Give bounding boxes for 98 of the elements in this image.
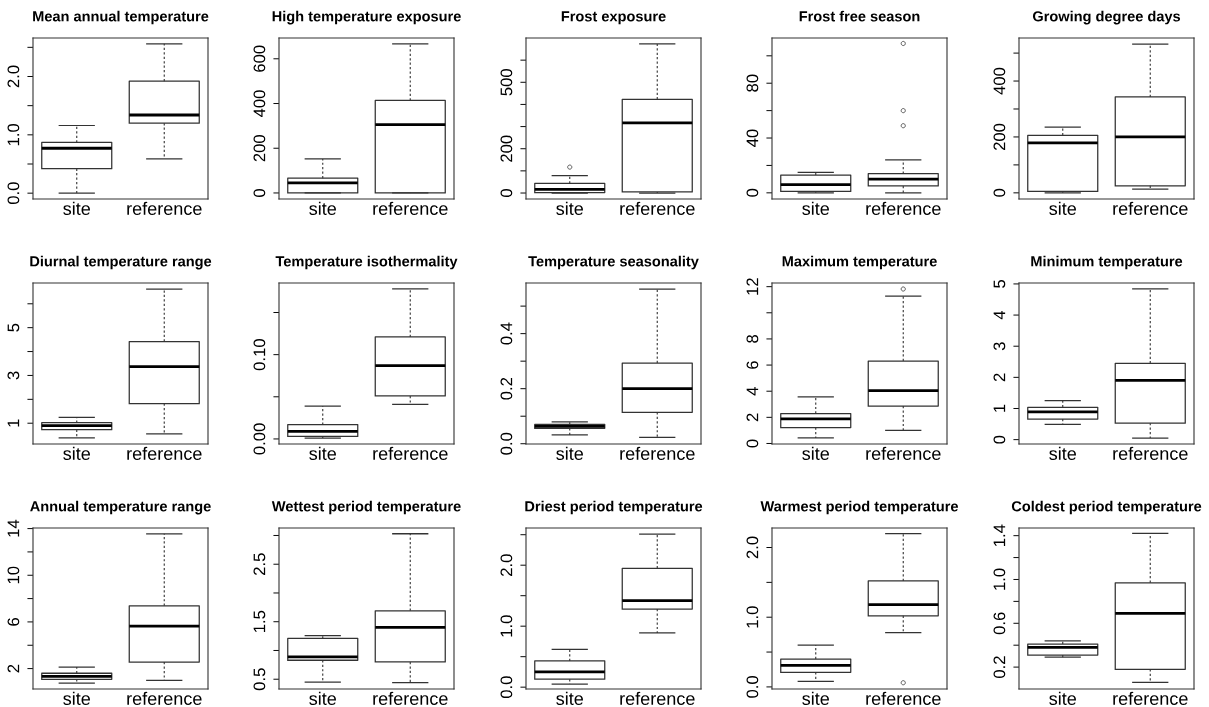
x-tick-label: site	[309, 691, 336, 706]
y-tick-label: 0.0	[746, 675, 759, 698]
y-tick-label: 2	[746, 413, 759, 422]
y-tick-label: 0.6	[993, 612, 1006, 635]
x-tick-label: reference	[127, 201, 202, 216]
y-tick-label: 1.0	[7, 123, 20, 146]
chart-title: Frost exposure	[561, 11, 666, 25]
y-tick-label: 0.2	[993, 656, 1006, 679]
x-tick-label: reference	[373, 201, 448, 216]
chart-title: Coldest period temperature	[1011, 500, 1202, 515]
y-tick-label: 0.0	[500, 676, 513, 699]
x-tick-label: site	[63, 446, 90, 461]
y-tick-label: 0.0	[7, 182, 20, 205]
chart-title: Maximum temperature	[782, 255, 937, 270]
y-tick-label: 5	[7, 323, 20, 332]
y-tick-label: 1	[7, 419, 20, 427]
y-tick-label: 0	[746, 188, 759, 197]
x-tick-label: reference	[620, 446, 695, 461]
y-tick-label: 1.5	[253, 610, 266, 633]
y-tick-label: 5	[993, 280, 1006, 288]
x-tick-label: site	[63, 201, 90, 216]
x-tick-label: site	[556, 446, 583, 461]
y-tick-label: 8	[746, 335, 759, 343]
chart-title: Driest period temperature	[525, 500, 703, 515]
y-tick-label: 0	[253, 188, 266, 197]
x-tick-label: reference	[127, 691, 202, 706]
chart-title: Minimum temperature	[1031, 255, 1183, 270]
y-tick-label: 0.00	[253, 423, 266, 455]
x-tick-label: reference	[127, 446, 202, 461]
x-tick-label: reference	[620, 691, 695, 706]
y-tick-label: 2	[993, 373, 1006, 382]
x-tick-label: reference	[373, 691, 448, 706]
y-tick-label: 2.0	[500, 554, 513, 576]
y-tick-label: 4	[746, 387, 759, 396]
y-tick-label: 40	[746, 129, 759, 147]
x-tick-label: site	[309, 201, 336, 216]
x-tick-label: reference	[1113, 201, 1188, 216]
chart-title: High temperature exposure	[272, 10, 461, 25]
chart-title: Annual temperature range	[30, 500, 211, 515]
x-tick-label: site	[309, 446, 336, 461]
x-tick-label: site	[1049, 691, 1076, 706]
y-tick-label: 400	[993, 67, 1006, 95]
x-tick-label: reference	[866, 201, 941, 216]
chart-title: Warmest period temperature	[760, 500, 959, 515]
y-tick-label: 2	[7, 664, 20, 673]
chart-title: Temperature seasonality	[528, 255, 699, 270]
y-tick-label: 1.0	[500, 615, 513, 637]
y-tick-label: 1.4	[993, 524, 1006, 546]
y-tick-label: 400	[253, 90, 266, 118]
y-tick-label: 1.0	[993, 568, 1006, 590]
y-tick-label: 12	[746, 278, 759, 295]
y-tick-label: 1.0	[746, 606, 759, 628]
y-tick-label: 14	[7, 519, 20, 537]
y-tick-label: 1	[993, 404, 1006, 412]
y-tick-label: 0.10	[253, 339, 266, 371]
y-tick-label: 0	[993, 435, 1006, 444]
chart-title: Growing degree days	[1032, 10, 1181, 25]
y-tick-label: 2.0	[7, 65, 20, 88]
y-tick-label: 0.5	[253, 668, 266, 691]
y-tick-label: 3	[7, 371, 20, 380]
y-tick-label: 200	[500, 135, 513, 162]
x-tick-label: reference	[620, 201, 695, 216]
x-tick-label: site	[1049, 446, 1076, 461]
chart-title: Wettest period temperature	[271, 500, 461, 515]
x-tick-label: reference	[866, 691, 941, 706]
y-tick-label: 600	[253, 45, 266, 72]
y-tick-label: 0	[500, 189, 513, 197]
x-tick-label: site	[63, 691, 90, 706]
y-tick-label: 0	[746, 439, 759, 448]
x-tick-label: site	[802, 201, 829, 216]
x-tick-label: reference	[866, 446, 941, 461]
y-tick-label: 0.4	[500, 322, 513, 345]
chart-title: Temperature isothermality	[275, 255, 458, 270]
x-tick-label: site	[802, 446, 829, 461]
chart-title: Diurnal temperature range	[30, 255, 212, 270]
y-tick-label: 4	[993, 310, 1006, 320]
x-tick-label: site	[802, 691, 829, 706]
y-tick-label: 200	[253, 134, 266, 162]
y-tick-label: 2.5	[253, 553, 266, 575]
y-tick-label: 200	[993, 123, 1006, 151]
x-tick-label: site	[556, 201, 583, 216]
y-tick-label: 80	[746, 74, 759, 92]
y-tick-label: 500	[500, 69, 513, 96]
x-tick-label: site	[556, 691, 583, 706]
chart-title: Mean annual temperature	[33, 10, 209, 25]
x-tick-label: reference	[1113, 691, 1188, 706]
y-tick-label: 0.0	[500, 432, 513, 455]
y-tick-label: 3	[993, 342, 1006, 351]
y-tick-label: 2.0	[746, 536, 759, 559]
x-tick-label: site	[1049, 201, 1076, 216]
y-tick-label: 6	[746, 361, 759, 369]
y-tick-label: 10	[7, 566, 20, 584]
x-tick-label: reference	[373, 446, 448, 461]
y-tick-label: 0	[993, 188, 1006, 197]
chart-title: Frost free season	[799, 10, 920, 22]
y-tick-label: 0.2	[500, 377, 513, 400]
x-tick-label: reference	[1113, 446, 1188, 461]
y-tick-label: 6	[7, 618, 20, 626]
